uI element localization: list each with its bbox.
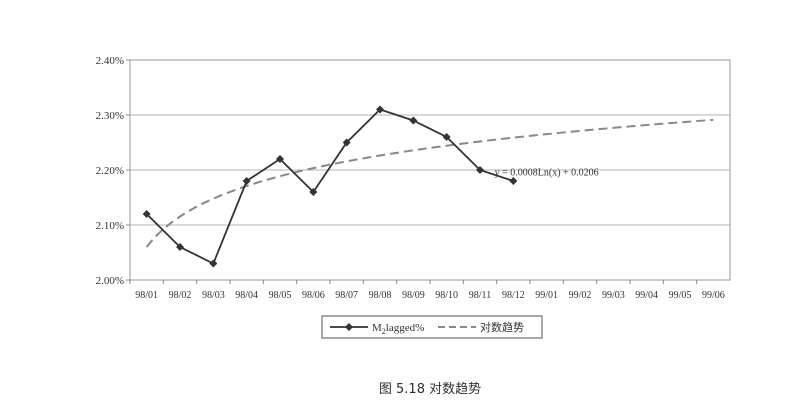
chart-legend: M2lagged% 对数趋势 xyxy=(321,315,543,339)
x-tick-label: 99/05 xyxy=(669,290,692,301)
x-tick-label: 98/11 xyxy=(469,290,491,301)
x-axis: 98/01 98/02 98/03 98/04 98/05 98/06 98/07 98/08… xyxy=(129,280,725,301)
data-point-marker xyxy=(476,166,484,174)
series-line-m2lagged xyxy=(146,108,514,265)
legend-label-series-0-main: M xyxy=(372,322,382,334)
y-tick-label: 2.10% xyxy=(96,220,124,232)
trend-equation-label: y = 0.0008Ln(x) + 0.0206 xyxy=(495,168,599,179)
legend-box xyxy=(321,315,543,339)
x-tick-label: 98/03 xyxy=(202,290,225,301)
legend-label-series-1: 对数趋势 xyxy=(480,320,524,334)
legend-label-series-0: M2lagged% xyxy=(372,322,424,336)
x-tick-label: 98/07 xyxy=(335,290,358,301)
x-tick-label: 99/03 xyxy=(602,290,625,301)
x-tick-label: 98/04 xyxy=(235,290,258,301)
data-point-marker xyxy=(342,138,351,147)
data-point-marker xyxy=(176,243,184,251)
data-point-marker xyxy=(309,188,318,196)
figure-caption: 图 5.18 对数趋势 xyxy=(379,381,481,397)
legend-marker-series-0 xyxy=(345,323,353,331)
legend-label-series-0-rest: lagged% xyxy=(386,322,424,334)
x-tick-label: 98/06 xyxy=(302,290,325,301)
data-point-marker xyxy=(242,177,251,185)
x-tick-label: 98/09 xyxy=(402,290,425,301)
y-tick-label: 2.20% xyxy=(96,165,124,177)
data-point-marker xyxy=(409,116,418,125)
x-tick-label: 98/05 xyxy=(269,290,292,301)
y-tick-label: 2.30% xyxy=(96,110,124,122)
x-tick-label: 98/12 xyxy=(502,290,525,301)
series-layer xyxy=(142,105,714,268)
y-axis: 2.00% 2.10% 2.20% 2.30% 2.40% xyxy=(96,55,130,287)
x-tick-label: 99/06 xyxy=(702,290,725,301)
grid-lines xyxy=(130,114,730,226)
x-tick-label: 99/01 xyxy=(535,290,558,301)
data-point-marker xyxy=(142,210,151,218)
data-point-marker xyxy=(209,259,218,268)
data-point-marker xyxy=(376,105,384,114)
x-tick-label: 98/01 xyxy=(135,290,158,301)
data-point-marker xyxy=(276,155,284,163)
data-point-marker xyxy=(442,133,451,141)
x-tick-label: 98/10 xyxy=(435,290,458,301)
legend-label-series-0-sub: 2 xyxy=(382,327,386,336)
y-tick-label: 2.00% xyxy=(96,275,124,287)
y-tick-label: 2.40% xyxy=(96,55,124,67)
annotation-layer: y = 0.0008Ln(x) + 0.0206 xyxy=(495,168,599,179)
x-tick-label: 99/02 xyxy=(569,290,592,301)
x-tick-label: 98/08 xyxy=(369,290,392,301)
data-point-marker xyxy=(509,177,518,185)
series-line-trend xyxy=(145,118,714,248)
x-tick-label: 99/04 xyxy=(635,290,658,301)
x-tick-label: 98/02 xyxy=(169,290,192,301)
